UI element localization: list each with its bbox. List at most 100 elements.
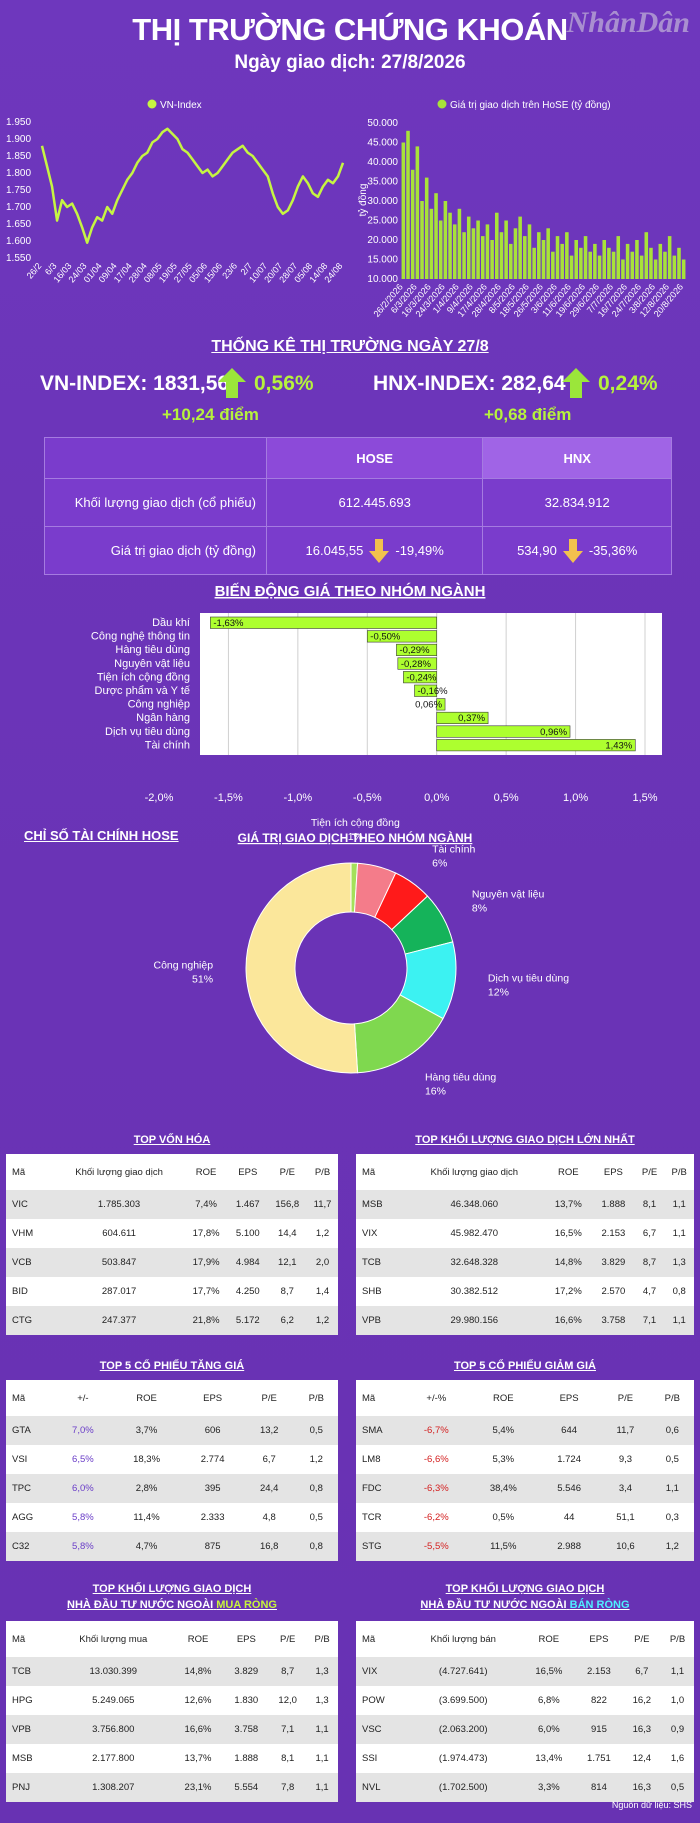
cell: -6,2%	[404, 1503, 469, 1532]
cell: 1.467	[228, 1190, 268, 1219]
cell: 16,3	[622, 1715, 662, 1744]
cell: 1,1	[664, 1306, 694, 1335]
header-cell: Mã	[362, 1392, 376, 1404]
row: VSI 6,5% 18,3% 2.774 6,7 1,2	[6, 1445, 338, 1474]
header-cell: Mã	[12, 1166, 26, 1178]
bar	[644, 232, 649, 279]
value-label: -0,16%	[417, 686, 448, 697]
value-label: -0,29%	[399, 645, 430, 656]
x-tick-label: 1,0%	[563, 792, 588, 804]
row: AGG 5,8% 11,4% 2.333 4,8 0,5	[6, 1503, 338, 1532]
bar	[490, 240, 494, 279]
cell: 1,3	[306, 1657, 338, 1686]
y-tick-label: 1.950	[6, 117, 31, 128]
cell: 2.153	[592, 1219, 635, 1248]
cell: 14,8%	[544, 1248, 593, 1277]
header-cell: ROE	[187, 1633, 209, 1645]
cell: 11,7	[307, 1190, 338, 1219]
cell: 3.829	[592, 1248, 635, 1277]
cell: 1,2	[650, 1532, 694, 1561]
logo: NhânDân	[566, 6, 690, 39]
cell: 51,1	[600, 1503, 651, 1532]
page-subtitle: Ngày giao dịch: 27/8/2026	[234, 52, 466, 73]
cell: 6,7	[243, 1445, 295, 1474]
cell: 1,2	[307, 1219, 338, 1248]
category-label: Dược phẩm và Y tế	[95, 685, 191, 697]
cell: 16,8	[243, 1532, 295, 1561]
header-cell: Mã	[362, 1633, 376, 1645]
cell: 0,5	[650, 1445, 694, 1474]
header-cell: ROE	[195, 1166, 217, 1178]
header-cell: ROE	[136, 1392, 157, 1404]
cell: 7,4%	[184, 1190, 229, 1219]
y-tick-label: 40.000	[367, 157, 398, 168]
cell: POW	[356, 1686, 404, 1715]
cell: 6,5%	[54, 1445, 112, 1474]
cell: (4.727.641)	[404, 1657, 523, 1686]
table-title: TOP VỐN HÓA	[133, 1134, 211, 1146]
cell: 503.847	[54, 1248, 185, 1277]
cell: 1,1	[650, 1474, 694, 1503]
category-label: Tài chính	[145, 739, 190, 751]
change: -35,36%	[588, 543, 638, 558]
cell: 1,4	[307, 1277, 338, 1306]
cell: 7,8	[269, 1773, 307, 1802]
x-tick-label: -1,5%	[214, 792, 243, 804]
bar	[597, 255, 602, 279]
cell: 5,8%	[54, 1532, 112, 1561]
cell: 2.774	[181, 1445, 244, 1474]
row: SSI (1.974.473) 13,4% 1.751 12,4 1,6	[356, 1744, 694, 1773]
header-row: Mã +/-% ROE EPS P/E P/B	[356, 1380, 694, 1416]
bar	[480, 236, 485, 279]
cell: VIC	[6, 1190, 54, 1219]
cell: 6,2	[267, 1306, 308, 1335]
bar	[406, 130, 410, 279]
legend-label: VN-Index	[160, 100, 202, 111]
slice-label: Tài chính	[432, 843, 475, 855]
y-tick-label: 30.000	[367, 196, 398, 207]
cell: TCB	[356, 1248, 404, 1277]
cell: 1,6	[661, 1744, 694, 1773]
bar	[415, 146, 420, 279]
cell: 534,90 -35,36%	[482, 526, 672, 575]
cell: 32.834.912	[482, 478, 672, 527]
header-cell: P/B	[314, 1633, 330, 1645]
value-label: -1,63%	[213, 618, 244, 629]
cell: 8,1	[269, 1744, 307, 1773]
y-tick-label: 15.000	[367, 255, 398, 266]
bar	[438, 220, 443, 279]
category-label: Công nghệ thông tin	[91, 631, 190, 643]
cell: 604.611	[54, 1219, 185, 1248]
header-cell: Mã	[362, 1166, 376, 1178]
cell: PNJ	[6, 1773, 54, 1802]
cell: 1.888	[223, 1744, 270, 1773]
legend-label: Giá trị giao dịch trên HoSE (tỷ đồng)	[450, 99, 611, 111]
cell: GTA	[6, 1416, 54, 1445]
bar	[560, 243, 564, 279]
category-label: Ngân hàng	[136, 712, 190, 724]
cell: 16.045,55 -19,49%	[265, 526, 484, 575]
cell: 1,0	[661, 1686, 694, 1715]
cell: 13.030.399	[54, 1657, 173, 1686]
up-arrow	[218, 368, 246, 398]
row: CTG 247.377 21,8% 5.172 6,2 1,2	[6, 1306, 338, 1335]
cell: 5.172	[228, 1306, 268, 1335]
cell: STG	[356, 1532, 404, 1561]
bar	[574, 240, 578, 279]
cell: 11,7	[600, 1416, 651, 1445]
value: 534,90	[517, 543, 557, 558]
data-table: Mã +/-% ROE EPS P/E P/B SMA -6,7% 5,4% 644 11,7 0,6…	[356, 1380, 694, 1561]
bar	[436, 739, 636, 752]
bar	[602, 240, 607, 279]
slice-value: 8%	[472, 903, 487, 915]
cell: 10,6	[600, 1532, 651, 1561]
cell: 17,9%	[184, 1248, 229, 1277]
bar	[667, 236, 672, 279]
cell: 44	[537, 1503, 601, 1532]
bar	[532, 247, 536, 279]
row: VIX 45.982.470 16,5% 2.153 6,7 1,1	[356, 1219, 694, 1248]
header-cell: P/B	[308, 1392, 324, 1404]
bar	[436, 698, 446, 711]
cell: 23,1%	[172, 1773, 224, 1802]
cell: 29.980.156	[404, 1306, 545, 1335]
